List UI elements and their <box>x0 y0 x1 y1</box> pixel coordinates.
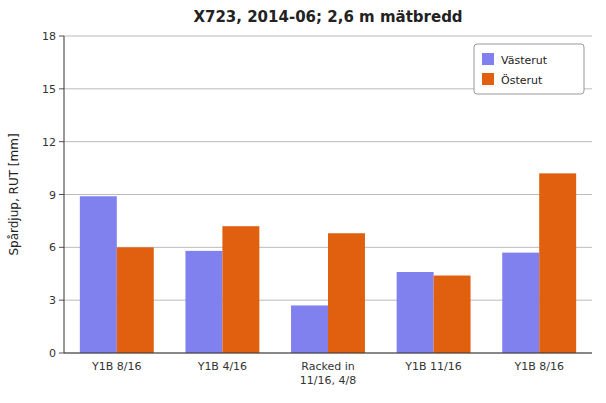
x-tick-label: Y1B 11/16 <box>404 360 461 373</box>
x-tick-label-line: Y1B 4/16 <box>197 360 247 373</box>
y-tick-label: 3 <box>49 294 56 307</box>
bar <box>222 226 259 353</box>
chart-container: X723, 2014-06; 2,6 m mätbredd 0 3 6 9 12 15 18 S… <box>0 0 606 403</box>
y-tick <box>59 36 64 37</box>
legend-swatch <box>482 53 494 65</box>
grid <box>64 36 592 353</box>
x-tick-label: Y1B 8/16 <box>513 360 563 373</box>
x-tick-labels: Y1B 8/16 Y1B 4/16 Racked in11/16, 4/8 Y1B 1… <box>91 360 564 387</box>
legend-box <box>474 44 584 94</box>
bar <box>539 173 576 353</box>
bar <box>434 276 471 353</box>
grid-line <box>64 194 592 195</box>
bar <box>117 247 154 353</box>
y-tick-label: 12 <box>42 136 56 149</box>
y-tick <box>59 247 64 248</box>
x-tick-label: Racked in11/16, 4/8 <box>300 360 356 387</box>
y-tick-labels: 0 3 6 9 12 15 18 <box>42 30 64 360</box>
y-tick <box>59 194 64 195</box>
y-axis-line <box>64 36 65 353</box>
x-tick-label: Y1B 8/16 <box>91 360 141 373</box>
bar <box>185 251 222 353</box>
x-tick-label-line: Y1B 8/16 <box>91 360 141 373</box>
x-axis-line <box>64 353 592 354</box>
y-tick <box>59 353 64 354</box>
x-tick-label-line: Racked in <box>301 360 354 373</box>
bar <box>291 305 328 353</box>
y-tick <box>59 88 64 89</box>
y-tick <box>59 300 64 301</box>
bars <box>80 173 576 353</box>
legend-swatch <box>482 73 494 85</box>
x-tick-label: Y1B 4/16 <box>197 360 247 373</box>
page: {"chart_data": {"type": "bar", "title": … <box>0 0 606 403</box>
legend: Västerut Österut <box>474 44 584 94</box>
y-tick-label: 6 <box>49 241 56 254</box>
grid-line <box>64 353 592 354</box>
bar <box>80 196 117 353</box>
y-tick-label: 18 <box>42 30 56 43</box>
grid-line <box>64 36 592 37</box>
y-tick-label: 9 <box>49 189 56 202</box>
title: X723, 2014-06; 2,6 m mätbredd <box>193 8 462 26</box>
y-tick <box>59 141 64 142</box>
bar <box>328 233 365 353</box>
y-tick-label: 15 <box>42 83 56 96</box>
y-tick-label: 0 <box>49 347 56 360</box>
grid-line <box>64 141 592 142</box>
chart-svg: X723, 2014-06; 2,6 m mätbredd 0 3 6 9 12 15 18 S… <box>0 0 606 403</box>
legend-label: Västerut <box>501 54 548 67</box>
x-tick-label-line: 11/16, 4/8 <box>300 374 356 387</box>
x-tick-label-line: Y1B 11/16 <box>404 360 461 373</box>
x-tick-label-line: Y1B 8/16 <box>513 360 563 373</box>
bar <box>397 272 434 353</box>
y-axis-label: Spårdjup, RUT [mm] <box>7 133 21 255</box>
legend-label: Österut <box>501 74 543 87</box>
bar <box>502 253 539 353</box>
